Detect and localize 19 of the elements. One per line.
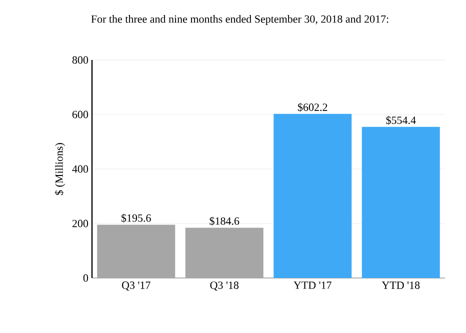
bar — [185, 228, 264, 278]
bar — [97, 224, 176, 278]
bar — [274, 114, 352, 278]
y-axis-title: $ (Millions) — [54, 143, 66, 195]
y-tick-label: 400 — [72, 165, 88, 173]
x-tick-label: Q3 '17 — [122, 282, 150, 291]
data-label: $184.6 — [210, 216, 240, 226]
chart-title: For the three and nine months ended September 30, 2018 and 2017: — [91, 15, 388, 25]
y-tick-label: 0 — [83, 274, 88, 282]
y-tick-label: 200 — [72, 220, 88, 228]
data-label: $195.6 — [121, 214, 151, 222]
x-tick-label: Q3 '18 — [210, 282, 239, 291]
y-tick-label: 600 — [72, 110, 88, 118]
bar — [362, 126, 440, 278]
data-label: $602.2 — [298, 102, 328, 112]
data-label: $554.4 — [386, 116, 416, 125]
y-tick-label: 800 — [72, 56, 88, 64]
x-tick-label: YTD '17 — [294, 282, 332, 289]
x-tick-label: YTD '18 — [382, 282, 420, 289]
